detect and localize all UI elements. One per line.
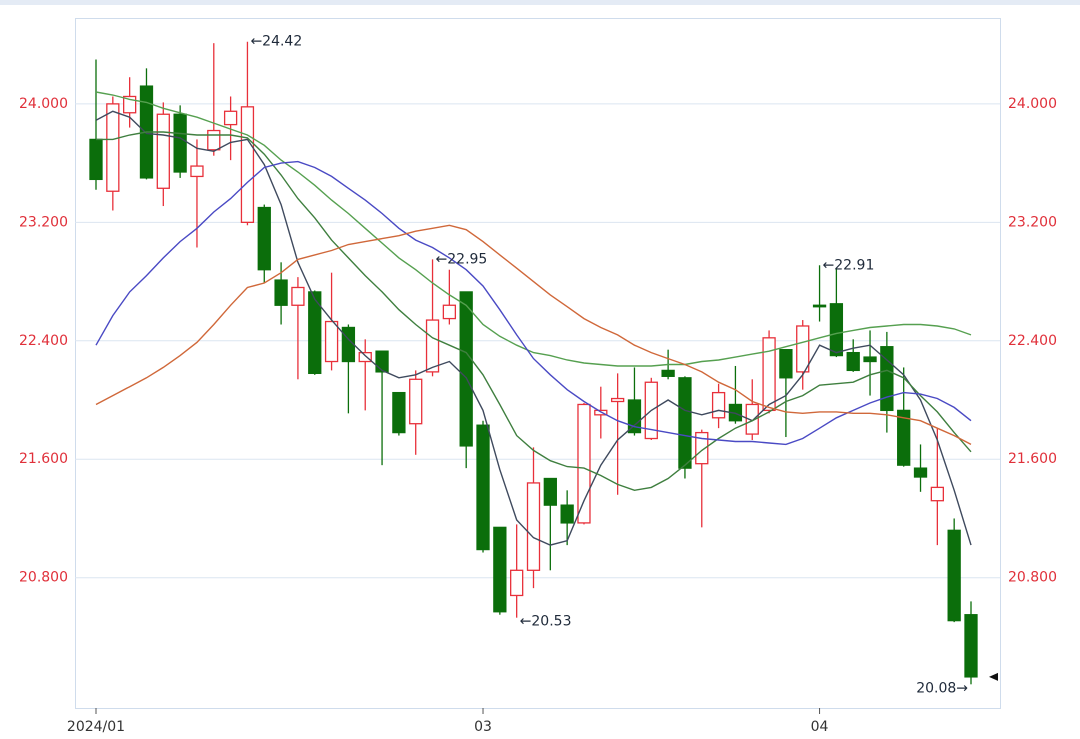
candle-body — [526, 482, 541, 571]
candle-body — [796, 325, 810, 373]
candle-body — [291, 286, 305, 306]
candle-body — [257, 206, 271, 271]
candle-body — [577, 403, 591, 524]
price-annotation: ←22.95 — [436, 251, 488, 267]
price-annotation: 20.08→ — [916, 680, 968, 696]
y-tick-label-right: 21.600 — [1008, 451, 1057, 467]
y-tick-label: 21.600 — [19, 451, 68, 467]
candle-body — [846, 351, 860, 372]
price-annotation: ←20.53 — [520, 614, 572, 630]
candle-body — [913, 467, 928, 478]
candle-body — [392, 391, 406, 434]
candle-body — [409, 378, 423, 425]
candle-body — [661, 369, 675, 377]
y-tick-label: 22.400 — [19, 333, 68, 349]
candle-body — [106, 103, 120, 192]
candle-body — [341, 326, 356, 363]
moving-average — [95, 110, 972, 546]
candle-body — [863, 356, 877, 363]
candle-body — [324, 320, 339, 363]
candle-body — [510, 569, 524, 597]
candle-body — [89, 138, 103, 181]
candle-body — [762, 337, 776, 412]
y-tick-label-right: 24.000 — [1008, 96, 1057, 112]
candle-body — [308, 291, 322, 375]
candle-body — [829, 303, 844, 357]
candle-body — [745, 403, 759, 435]
candle-body — [358, 351, 372, 363]
candle-body — [493, 526, 507, 613]
x-tick-label: 03 — [474, 719, 492, 735]
candle-body — [779, 349, 793, 379]
x-tick-label: 04 — [811, 719, 829, 735]
candle-body — [223, 110, 238, 126]
candle-body — [459, 291, 473, 447]
y-tick-label: 24.000 — [19, 96, 68, 112]
y-tick-label-right: 22.400 — [1008, 333, 1057, 349]
candle-body — [695, 431, 709, 465]
candle-body — [812, 304, 827, 308]
candle-body — [173, 113, 187, 173]
candle-body — [947, 529, 961, 622]
candle-body — [627, 399, 642, 434]
candle-body — [711, 391, 726, 419]
y-tick-label: 20.800 — [19, 570, 68, 586]
y-tick-label-right: 23.200 — [1008, 214, 1057, 230]
y-tick-label: 23.200 — [19, 214, 68, 230]
y-tick-label-right: 20.800 — [1008, 570, 1057, 586]
moving-average — [95, 224, 972, 446]
candle-body — [476, 424, 490, 551]
candle-body — [156, 113, 170, 189]
candle-body — [930, 486, 944, 502]
candle-body — [560, 504, 574, 524]
candle-body — [240, 106, 255, 223]
candle-body — [442, 304, 457, 320]
candle-body — [190, 165, 204, 178]
x-tick-label: 2024/01 — [67, 719, 125, 735]
moving-average — [96, 131, 972, 492]
candle-body — [543, 477, 557, 506]
candle-body — [610, 397, 625, 403]
moving-average — [95, 160, 972, 446]
candle-body — [897, 409, 911, 466]
moving-average — [95, 91, 972, 367]
plot-frame — [75, 18, 1001, 709]
candle-body — [274, 279, 288, 306]
candle-body — [207, 129, 221, 151]
candle-body — [964, 614, 978, 678]
price-annotation: ←22.91 — [823, 257, 875, 273]
candle-body — [678, 377, 692, 469]
candle-body — [375, 350, 389, 373]
last-price-marker — [989, 672, 998, 681]
candle-body — [425, 319, 440, 373]
top-strip — [0, 0, 1080, 5]
price-annotation: ←24.42 — [250, 34, 302, 50]
